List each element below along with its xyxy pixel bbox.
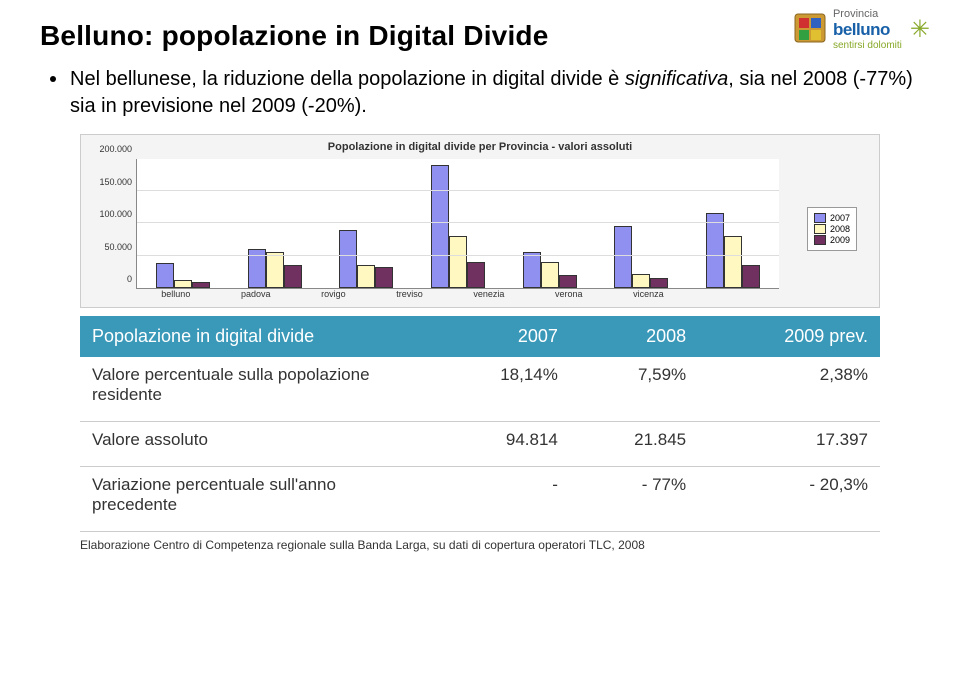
bullet-text: Nel bellunese, la riduzione della popola…	[70, 66, 920, 120]
x-axis-labels: belluno padova rovigo treviso venezia verona v…	[136, 289, 689, 299]
legend-row: 2008	[814, 224, 850, 234]
table-header: 2009 prev.	[698, 316, 880, 357]
legend-row: 2009	[814, 235, 850, 245]
x-tick-label: venezia	[473, 289, 504, 299]
y-tick-label: 50.000	[104, 242, 132, 252]
bar	[724, 236, 742, 288]
table-cell: Valore percentuale sulla popolazione res…	[80, 357, 432, 422]
bullet-pre: Nel bellunese, la riduzione della popola…	[70, 68, 625, 90]
y-tick-label: 150.000	[99, 177, 132, 187]
legend-swatch	[814, 213, 826, 223]
bar-group	[431, 165, 485, 289]
bar	[431, 165, 449, 289]
bar-group	[614, 226, 668, 288]
bar	[375, 267, 393, 288]
legend-label: 2009	[830, 235, 850, 245]
y-tick-label: 100.000	[99, 209, 132, 219]
table-row: Valore assoluto94.81421.84517.397	[80, 422, 880, 467]
plot-area	[136, 159, 779, 289]
x-tick-label: treviso	[396, 289, 423, 299]
bar	[284, 265, 302, 288]
table-cell: 17.397	[698, 422, 880, 467]
table-cell: 18,14%	[432, 357, 570, 422]
bar	[541, 262, 559, 288]
footnote: Elaborazione Centro di Competenza region…	[80, 538, 880, 552]
y-axis: 050.000100.000150.000200.000	[91, 159, 136, 289]
bar-group	[523, 252, 577, 288]
legend-swatch	[814, 224, 826, 234]
bar	[742, 265, 760, 288]
x-tick-label: vicenza	[633, 289, 664, 299]
table-header: 2007	[432, 316, 570, 357]
bar	[632, 274, 650, 288]
x-tick-label: verona	[555, 289, 583, 299]
legend-row: 2007	[814, 213, 850, 223]
table-cell: - 77%	[570, 467, 698, 532]
star-icon: ✳	[910, 15, 930, 44]
bullet-point: Nel bellunese, la riduzione della popola…	[40, 66, 920, 120]
bar	[614, 226, 632, 288]
logo-provincia: Provincia	[833, 8, 902, 20]
table-header: 2008	[570, 316, 698, 357]
x-tick-label: belluno	[161, 289, 190, 299]
legend-label: 2007	[830, 213, 850, 223]
logo-tagline: sentirsi dolomiti	[833, 40, 902, 51]
bar-group	[339, 230, 393, 289]
chart-title: Popolazione in digital divide per Provin…	[91, 141, 869, 153]
table-cell: -	[432, 467, 570, 532]
table-cell: 7,59%	[570, 357, 698, 422]
chart-container: Popolazione in digital divide per Provin…	[80, 134, 880, 308]
bar	[339, 230, 357, 289]
table-cell: 21.845	[570, 422, 698, 467]
bar	[467, 262, 485, 288]
legend-swatch	[814, 235, 826, 245]
bar	[706, 213, 724, 288]
x-tick-label: padova	[241, 289, 271, 299]
bar	[523, 252, 541, 288]
bar	[357, 265, 375, 288]
table-cell: - 20,3%	[698, 467, 880, 532]
chart-legend: 200720082009	[807, 207, 857, 251]
table-cell: 94.814	[432, 422, 570, 467]
bar-group	[156, 263, 210, 288]
table-row: Variazione percentuale sull'anno precede…	[80, 467, 880, 532]
table-cell: Variazione percentuale sull'anno precede…	[80, 467, 432, 532]
page-title: Belluno: popolazione in Digital Divide	[40, 20, 920, 52]
x-tick-label: rovigo	[321, 289, 346, 299]
bullet-emph: significativa	[625, 68, 728, 90]
logo-belluno: belluno	[833, 20, 902, 40]
bar-group	[706, 213, 760, 288]
bar	[174, 280, 192, 288]
table-cell: Valore assoluto	[80, 422, 432, 467]
bullet-dot	[50, 76, 56, 82]
y-tick-label: 200.000	[99, 144, 132, 154]
crest-icon	[793, 10, 827, 50]
provincia-logo: Provincia belluno sentirsi dolomiti ✳	[793, 8, 930, 51]
legend-label: 2008	[830, 224, 850, 234]
table-cell: 2,38%	[698, 357, 880, 422]
y-tick-label: 0	[127, 274, 132, 284]
data-table: Popolazione in digital divide20072008200…	[80, 316, 880, 532]
bar	[449, 236, 467, 288]
bar	[192, 282, 210, 289]
bar	[559, 275, 577, 288]
bar	[266, 252, 284, 288]
bar	[156, 263, 174, 288]
bar	[650, 278, 668, 288]
table-header: Popolazione in digital divide	[80, 316, 432, 357]
table-row: Valore percentuale sulla popolazione res…	[80, 357, 880, 422]
